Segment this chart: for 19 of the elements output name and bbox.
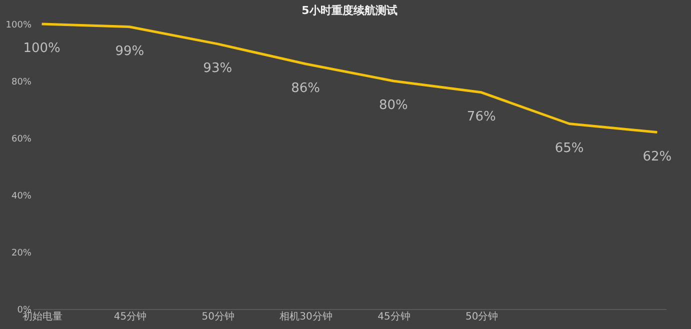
text: 76% xyxy=(466,109,496,124)
text: 93% xyxy=(203,60,232,76)
x-tick-label: 45分钟 xyxy=(114,310,147,322)
x-tick-label: 45分钟 xyxy=(378,310,410,322)
text: 62% xyxy=(642,149,672,164)
y-tick-label: 60% xyxy=(11,134,32,144)
x-tick-label: 50分钟 xyxy=(202,310,234,322)
x-tick-label: 50分钟 xyxy=(466,310,498,322)
y-tick-label: 80% xyxy=(11,78,32,88)
text: 65% xyxy=(554,140,584,156)
y-tick-label: 100% xyxy=(6,20,32,30)
x-tick-label: 相机30分钟 xyxy=(280,310,332,322)
text: 86% xyxy=(291,80,320,96)
text: 80% xyxy=(379,98,408,113)
text: 100% xyxy=(23,41,60,56)
y-tick-label: 40% xyxy=(11,192,32,202)
text: 99% xyxy=(115,44,144,59)
y-tick-label: 20% xyxy=(11,248,32,258)
chart-title: 5小时重度续航测试 xyxy=(302,4,398,17)
